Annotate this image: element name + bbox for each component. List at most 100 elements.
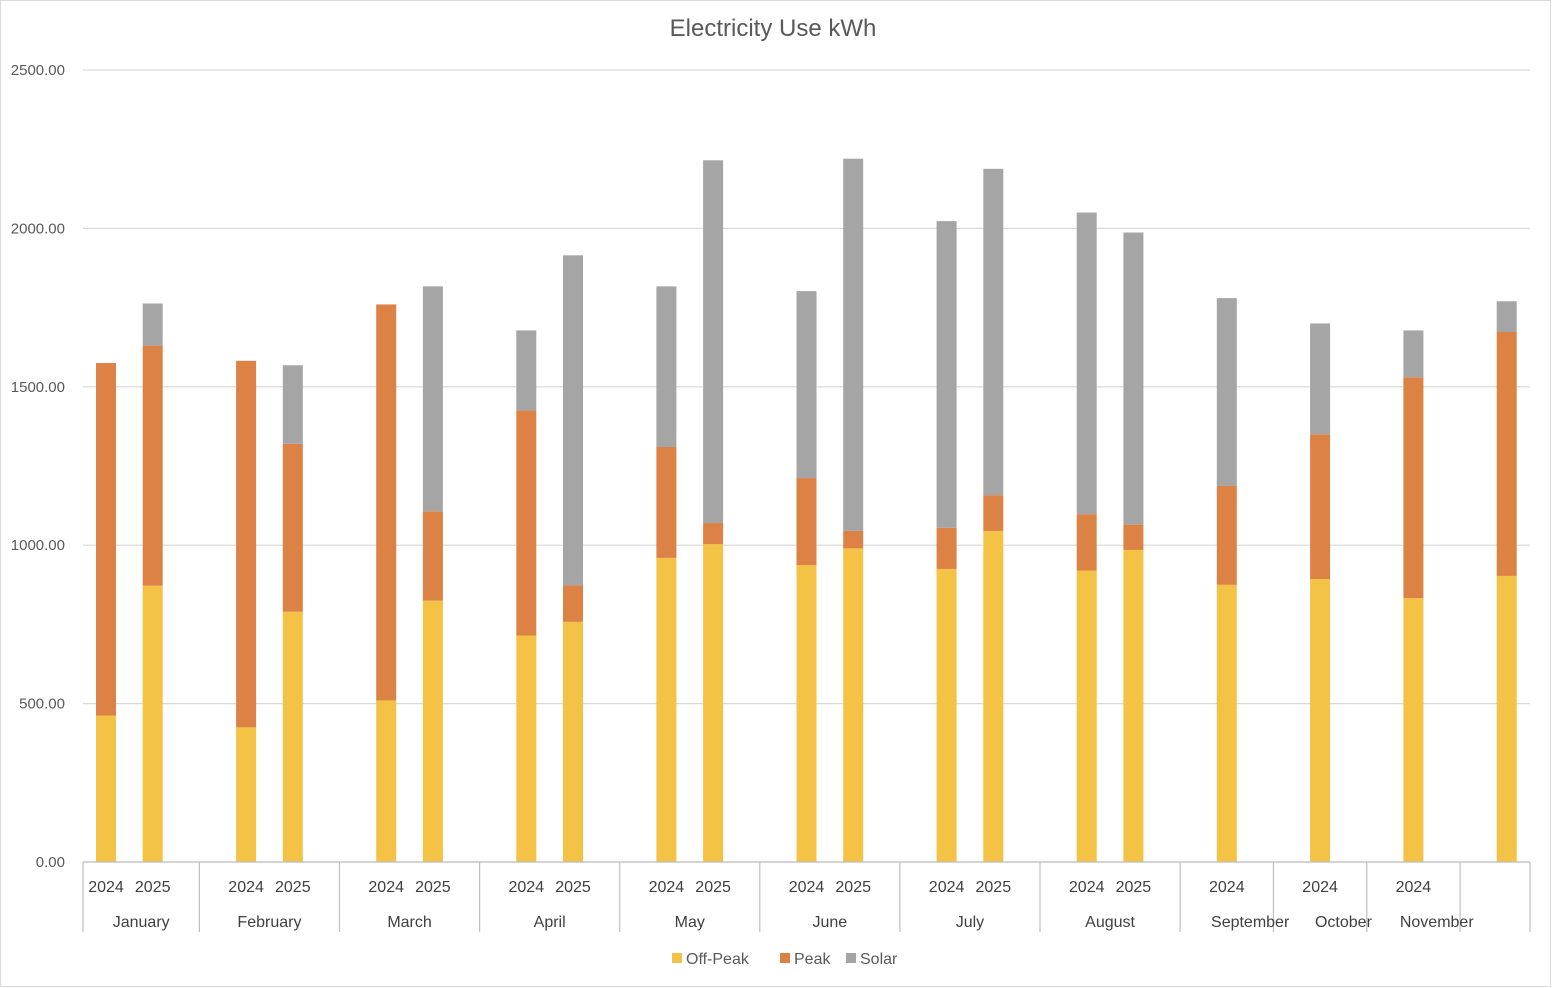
bar-peak [236, 360, 257, 728]
bar-off-peak [236, 727, 257, 862]
x-tick-label-year: 2025 [976, 879, 1012, 896]
x-group-label-month: June [812, 914, 847, 931]
bar-off-peak [936, 568, 957, 862]
bar-solar [843, 158, 864, 531]
bar-solar [656, 286, 677, 447]
x-tick-label-year: 2024 [1069, 879, 1105, 896]
bar-peak [796, 478, 817, 566]
bar-off-peak [703, 544, 724, 862]
bars [96, 158, 1517, 862]
x-tick-label-year: 2024 [929, 879, 965, 896]
x-tick-label-year: 2024 [649, 879, 685, 896]
legend-swatch [672, 953, 682, 963]
bar-off-peak [1310, 579, 1331, 862]
legend-label: Off-Peak [686, 951, 750, 968]
x-group-label-month: October [1315, 914, 1373, 931]
bar-solar [1403, 330, 1424, 378]
bar-peak [282, 443, 303, 612]
bar-off-peak [796, 565, 817, 862]
bar-solar [1076, 212, 1097, 515]
bar-peak [1216, 485, 1237, 585]
y-axis-ticks: 0.00 500.00 1000.00 1500.00 2000.00 2500.00 [11, 62, 65, 871]
bar-off-peak [1496, 575, 1517, 862]
bar-peak [656, 446, 677, 558]
bar-peak [563, 585, 583, 622]
bar-off-peak [1403, 598, 1424, 862]
bar-off-peak [1076, 570, 1097, 862]
bar-off-peak [656, 557, 677, 862]
x-tick-label-year: 2025 [415, 879, 451, 896]
x-tick-label-year: 2024 [1396, 879, 1432, 896]
x-tick-label-year: 2025 [135, 879, 171, 896]
bar-peak [1310, 434, 1331, 580]
x-tick-label-year: 2025 [275, 879, 311, 896]
bar-solar [142, 303, 163, 346]
bar-peak [843, 530, 864, 549]
bar-off-peak [422, 600, 443, 862]
bar-peak [936, 527, 957, 569]
bar-solar [1496, 301, 1517, 332]
bar-off-peak [1216, 584, 1237, 862]
bar-peak [1076, 514, 1097, 571]
x-group-label-month: February [237, 914, 301, 931]
x-tick-label-year: 2025 [695, 879, 731, 896]
x-tick-label-year: 2024 [228, 879, 264, 896]
bar-solar [1123, 232, 1144, 525]
x-group-label-month: November [1400, 914, 1474, 931]
x-tick-label-year: 2025 [1116, 879, 1152, 896]
bar-solar [796, 291, 817, 479]
y-tick-label: 1000.00 [11, 537, 65, 554]
y-tick-label: 2000.00 [11, 220, 65, 237]
bar-peak [983, 495, 1004, 531]
bar-off-peak [282, 611, 303, 862]
x-tick-label-year: 2024 [1302, 879, 1338, 896]
bar-peak [1496, 331, 1517, 576]
bar-peak [96, 363, 116, 716]
bar-peak [142, 345, 163, 586]
bar-off-peak [516, 635, 537, 862]
x-tick-label-year: 2024 [789, 879, 825, 896]
legend-label: Solar [860, 951, 898, 968]
x-tick-label-year: 2024 [368, 879, 404, 896]
y-tick-label: 1500.00 [11, 379, 65, 396]
x-tick-label-year: 2025 [835, 879, 871, 896]
x-group-label-month: August [1085, 914, 1135, 931]
bar-solar [422, 286, 443, 512]
legend-label: Peak [794, 951, 831, 968]
bar-solar [703, 160, 724, 524]
bar-solar [563, 255, 583, 586]
bar-peak [422, 511, 443, 601]
bar-off-peak [563, 621, 583, 862]
bar-peak [703, 523, 724, 545]
legend-swatch [846, 953, 856, 963]
legend: Off-Peak Peak Solar [672, 951, 898, 968]
x-tick-label-year: 2025 [555, 879, 591, 896]
x-group-label-month: January [113, 914, 170, 931]
bar-solar [1310, 323, 1331, 435]
bar-solar [516, 330, 537, 411]
bar-peak [516, 410, 537, 636]
bar-off-peak [983, 530, 1004, 862]
bar-solar [1216, 298, 1237, 486]
y-tick-label: 500.00 [19, 696, 65, 713]
bar-solar [983, 168, 1004, 496]
x-group-label-month: July [956, 914, 984, 931]
bar-off-peak [96, 715, 116, 862]
bar-peak [1403, 377, 1424, 599]
bar-solar [936, 221, 957, 528]
bar-off-peak [376, 700, 397, 862]
x-group-label-month: April [534, 914, 566, 931]
y-tick-label: 2500.00 [11, 62, 65, 79]
bar-off-peak [142, 585, 163, 862]
x-group-label-month: September [1211, 914, 1290, 931]
x-tick-label-year: 2024 [88, 879, 124, 896]
x-group-label-month: May [675, 914, 705, 931]
x-tick-label-year: 2024 [509, 879, 545, 896]
x-group-label-month: March [387, 914, 431, 931]
x-axis: 2024 2025 2024 2025 2024 2025 2024 2025 2024 2025… [82, 861, 1531, 932]
x-tick-label-year: 2024 [1209, 879, 1245, 896]
chart-title: Electricity Use kWh [670, 15, 877, 42]
bar-off-peak [1123, 549, 1144, 862]
